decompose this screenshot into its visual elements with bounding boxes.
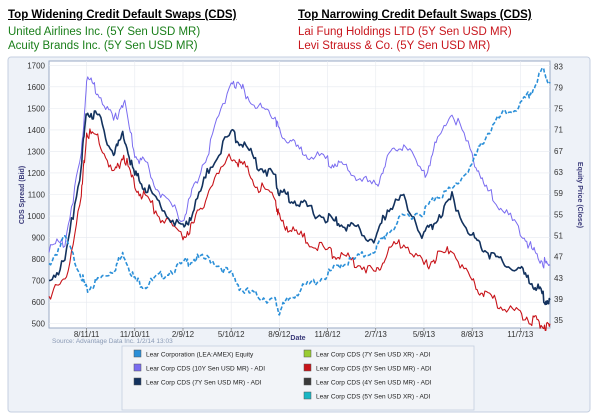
y-tick-label: 1600	[27, 83, 45, 92]
widening-item-2[interactable]: Acuity Brands Inc. (5Y Sen USD MR)	[8, 40, 198, 52]
y-tick-label: 1100	[28, 191, 46, 200]
x-tick-label: 5/10/12	[218, 330, 245, 339]
legend-label: Lear Corp CDS (5Y Sen USD XR) - ADI	[316, 394, 431, 401]
y-tick-label: 800	[32, 255, 46, 264]
x-tick-label: 8/9/12	[268, 330, 291, 339]
y2-tick-label: 59	[554, 189, 563, 198]
left-header-title: Top Widening Credit Default Swaps (CDS)	[8, 9, 237, 21]
legend-box	[121, 345, 475, 411]
y-axis-right: 35 39 43 47 51 55 59 63 67 71 75 79 83	[554, 62, 563, 325]
y-tick-label: 1000	[27, 212, 45, 221]
x-tick-label: 8/11/11	[74, 330, 100, 339]
x-tick-label: 2/9/12	[172, 330, 195, 339]
y2-tick-label: 79	[554, 83, 563, 92]
y-tick-label: 1300	[27, 147, 45, 156]
y-axis-title: CDS Spread (Bid)	[19, 166, 26, 224]
y-tick-label: 900	[32, 234, 46, 243]
y2-tick-label: 43	[554, 274, 563, 283]
widening-item-1[interactable]: United Airlines Inc. (5Y Sen USD MR)	[8, 26, 201, 38]
y-tick-label: 1700	[27, 61, 45, 70]
y2-axis-title: Equity Price (Close)	[576, 162, 583, 228]
legend-label: Lear Corp CDS (7Y Sen USD XR) - ADI	[316, 352, 431, 359]
y2-tick-label: 35	[554, 316, 563, 325]
y-tick-label: 1400	[27, 126, 45, 135]
y2-tick-label: 75	[554, 105, 563, 114]
y2-tick-label: 55	[554, 210, 563, 219]
legend-swatch	[303, 377, 312, 386]
y2-tick-label: 71	[554, 126, 563, 135]
right-header-title: Top Narrowing Credit Default Swaps (CDS)	[298, 9, 532, 21]
x-tick-label: 11/7/13	[507, 330, 534, 339]
x-tick-label: 11/8/12	[315, 330, 342, 339]
x-tick-label: 11/10/11	[120, 330, 151, 339]
cds-chart: 500 600 700 800 900 1000 1100 1200 1300 1400 1500 1…	[7, 56, 591, 413]
y2-tick-label: 47	[554, 253, 563, 262]
series-cds-10y-line	[48, 76, 551, 269]
y-tick-label: 700	[32, 277, 46, 286]
y-tick-label: 500	[32, 320, 46, 329]
legend-label: Lear Corporation (LEA:AMEX) Equity	[146, 352, 254, 359]
source-note: Source: Advantage Data Inc. 1/2/14 13:03	[52, 338, 173, 345]
legend-swatch	[303, 349, 312, 358]
y-tick-label: 600	[32, 298, 46, 307]
narrowing-item-2[interactable]: Levi Strauss & Co. (5Y Sen USD MR)	[298, 40, 491, 52]
legend-swatch	[133, 349, 142, 358]
series-equity-line	[48, 67, 551, 316]
series-cds-5y-line	[48, 128, 551, 331]
y2-tick-label: 83	[554, 62, 563, 71]
y2-tick-label: 39	[554, 295, 563, 304]
x-tick-label: 8/8/13	[461, 330, 484, 339]
narrowing-item-1[interactable]: Lai Fung Holdings LTD (5Y Sen USD MR)	[298, 26, 512, 38]
legend-swatch	[133, 377, 142, 386]
series-lines	[48, 67, 551, 331]
y2-tick-label: 63	[554, 168, 563, 177]
y-axis-left: 500 600 700 800 900 1000 1100 1200 1300 1400 1500 1…	[27, 61, 45, 328]
series-cds-7y-line	[48, 110, 551, 306]
legend-swatch	[133, 363, 142, 372]
legend-label: Lear Corp CDS (7Y Sen USD MR) - ADI	[146, 380, 262, 387]
legend-swatch	[303, 391, 312, 400]
legend-swatch	[303, 363, 312, 372]
x-axis-title: Date	[290, 335, 305, 342]
x-tick-label: 2/7/13	[365, 330, 388, 339]
x-axis: 8/11/11 11/10/11 2/9/12 5/10/12 8/9/12 11/8/1…	[74, 328, 534, 339]
gridlines	[49, 61, 550, 328]
y2-tick-label: 67	[554, 147, 563, 156]
y-tick-label: 1200	[27, 169, 45, 178]
y2-tick-label: 51	[554, 231, 563, 240]
legend: Lear Corporation (LEA:AMEX) Equity Lear C…	[133, 349, 432, 401]
legend-label: Lear Corp CDS (10Y Sen USD MR) - ADI	[146, 366, 265, 373]
legend-label: Lear Corp CDS (5Y Sen USD MR) - ADI	[316, 366, 432, 373]
x-tick-label: 5/9/13	[413, 330, 436, 339]
legend-label: Lear Corp CDS (4Y Sen USD MR) - ADI	[316, 380, 432, 387]
y-tick-label: 1500	[27, 104, 45, 113]
